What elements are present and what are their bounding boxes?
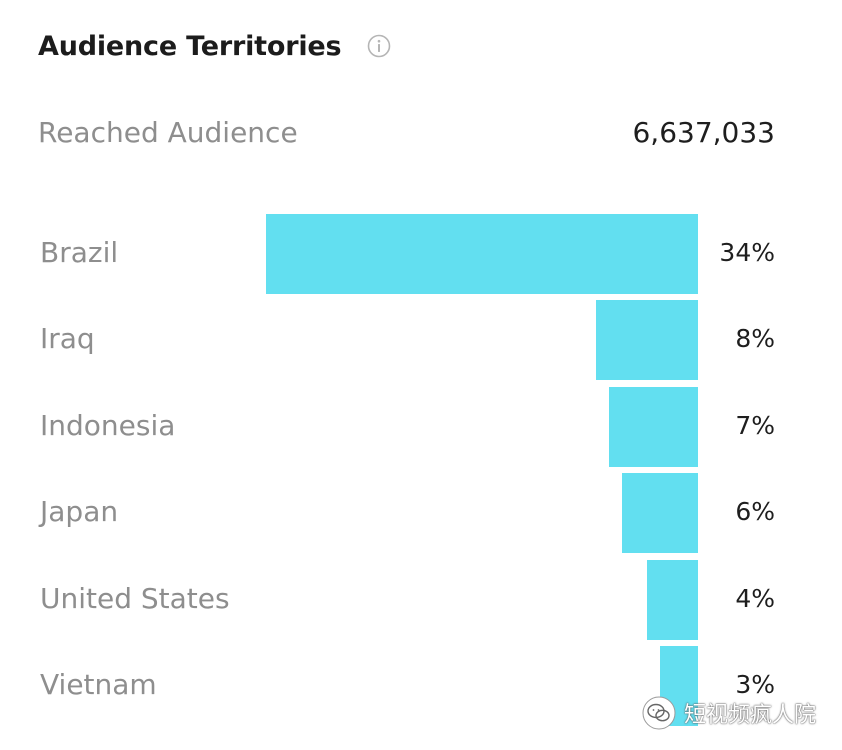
territory-bar <box>596 300 698 381</box>
territory-percentage: 7% <box>735 410 775 440</box>
territory-label: Iraq <box>40 322 95 356</box>
territory-bar <box>621 473 698 554</box>
territory-label: United States <box>40 581 230 615</box>
territory-percentage: 8% <box>735 324 775 354</box>
territory-label: Indonesia <box>40 408 176 442</box>
territory-percentage: 34% <box>719 238 775 267</box>
territory-percentage: 6% <box>735 497 775 527</box>
territory-percentage: 3% <box>735 670 775 699</box>
title-row: Audience Territories <box>38 26 391 66</box>
info-circle-icon[interactable] <box>367 34 391 58</box>
wechat-icon <box>642 696 676 730</box>
territory-label: Japan <box>40 495 119 529</box>
territory-percentage: 4% <box>735 583 775 613</box>
territory-bar <box>609 386 698 467</box>
reached-audience-value: 6,637,033 <box>632 115 775 149</box>
watermark: 短视频疯人院 <box>642 696 816 730</box>
watermark-text: 短视频疯人院 <box>683 703 816 728</box>
territory-bar <box>266 214 698 294</box>
territory-label: Vietnam <box>40 668 157 701</box>
territory-label: Brazil <box>40 236 119 269</box>
reached-audience-row: Reached Audience 6,637,033 <box>38 112 775 152</box>
reached-audience-label: Reached Audience <box>38 115 298 149</box>
card-title: Audience Territories <box>38 30 342 62</box>
territory-bar <box>647 559 698 640</box>
